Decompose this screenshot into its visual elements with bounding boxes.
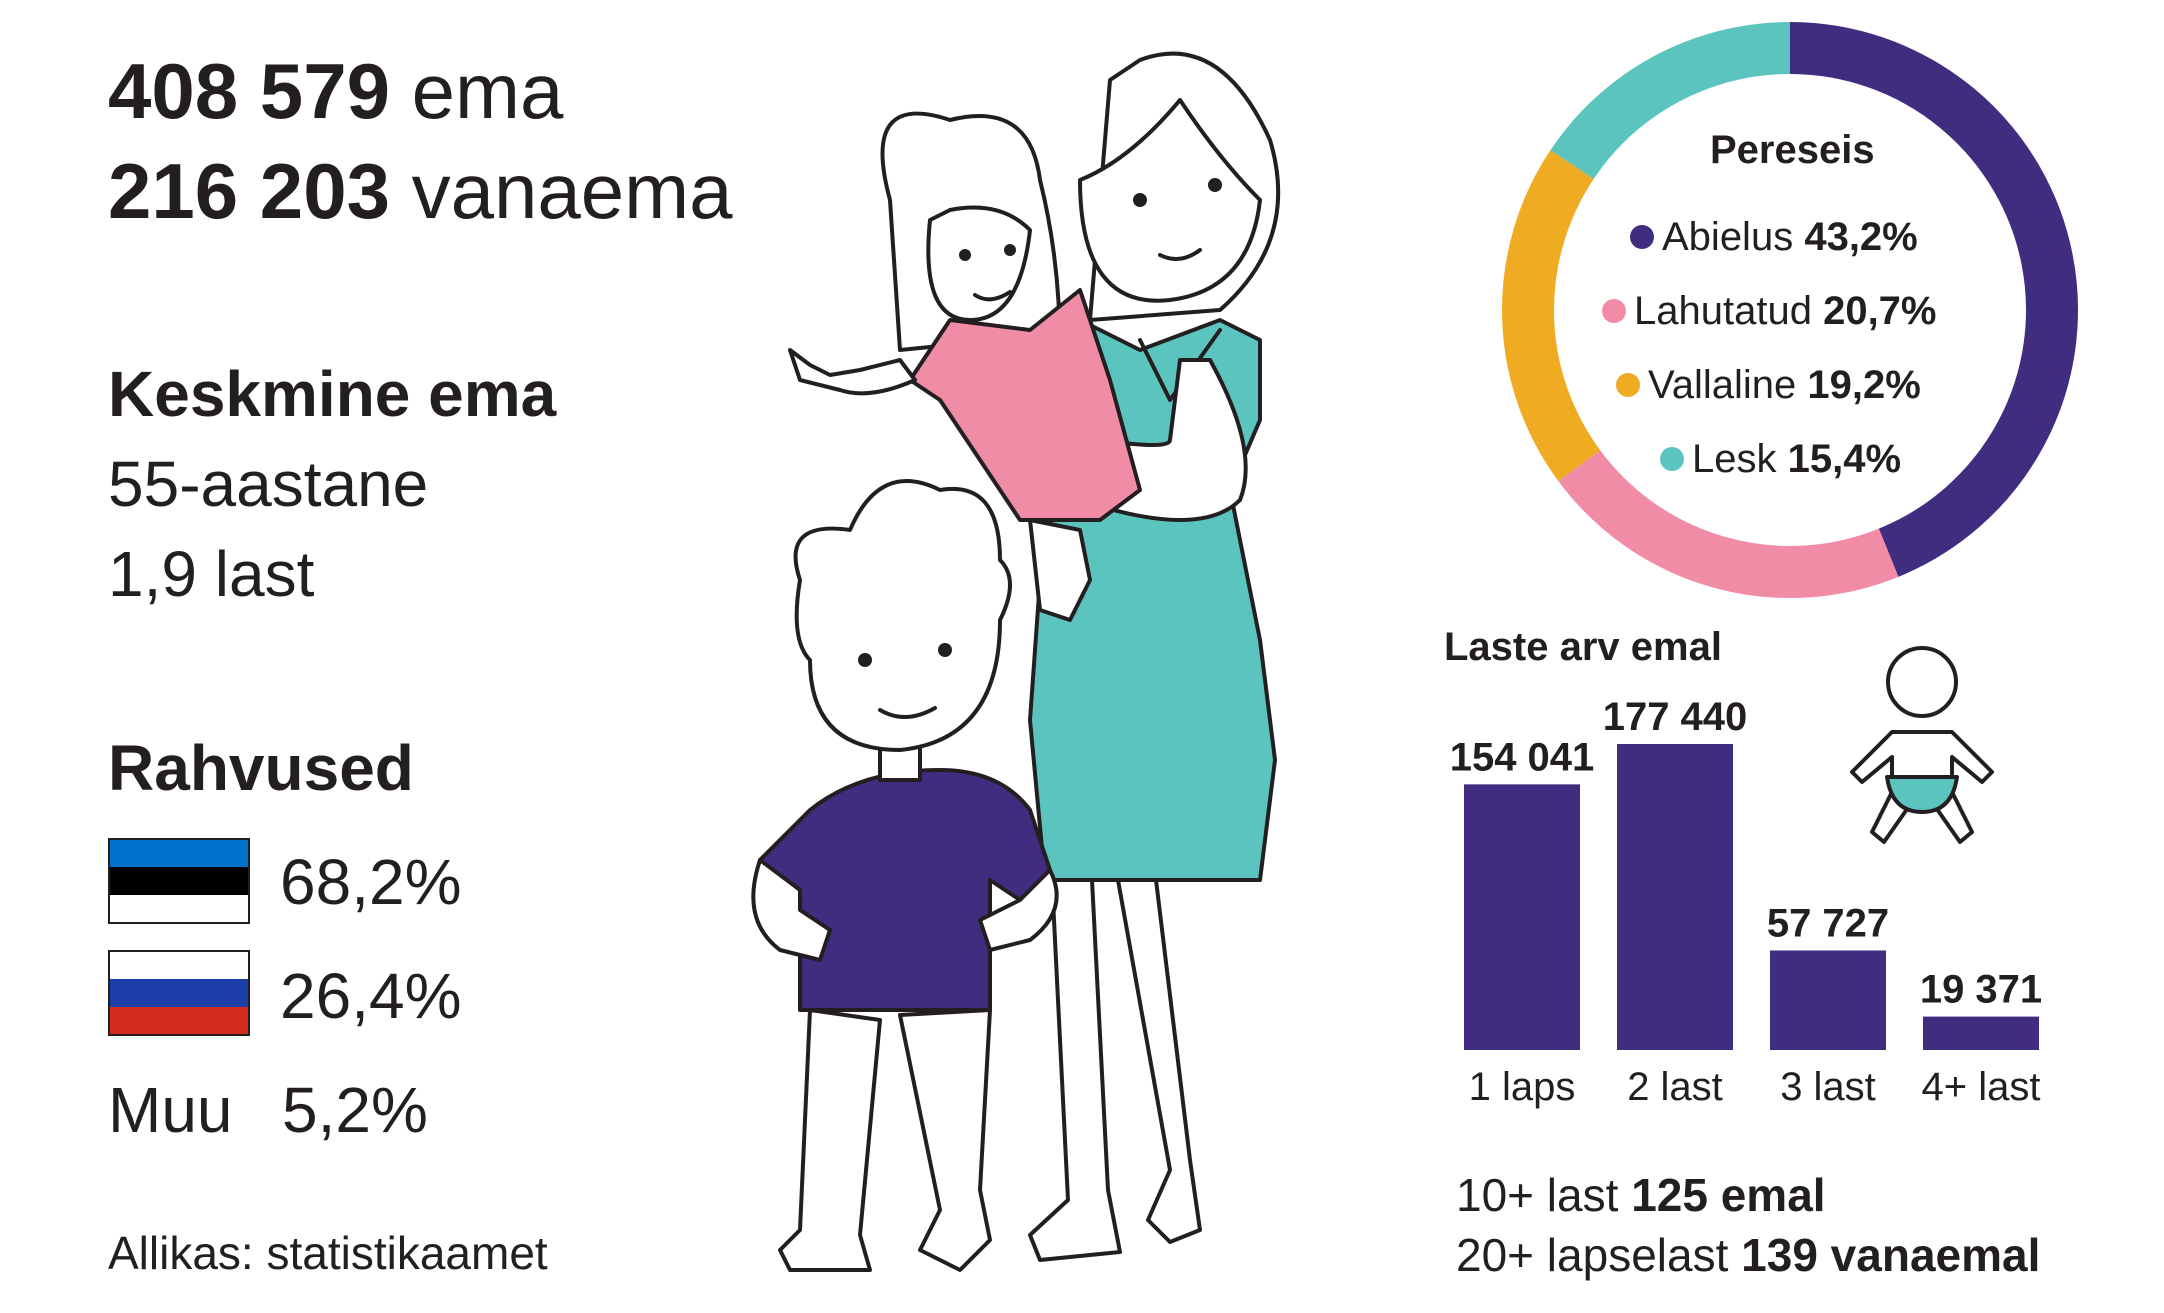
donut-slice-abielus <box>1789 22 2078 577</box>
donut-title: Pereseis <box>1710 128 1875 172</box>
bar-category-label-3: 3 last <box>1780 1065 1876 1109</box>
footnote-grandmothers: 20+ lapselast 139 vanaemal <box>1456 1229 2041 1281</box>
footnote-mothers: 10+ last 125 emal <box>1456 1169 1826 1221</box>
bar-category-label-4: 4+ last <box>1922 1065 2041 1109</box>
average-children: 1,9 last <box>108 538 315 610</box>
donut-slice-vallaline <box>1502 150 1601 482</box>
other-share: 5,2% <box>282 1074 428 1146</box>
bar-category-label-2: 2 last <box>1627 1065 1723 1109</box>
russian-flag-icon <box>108 950 250 1036</box>
estonian-flag-icon <box>108 838 250 924</box>
bar-3 <box>1770 950 1886 1050</box>
average-mother-title: Keskmine ema <box>108 358 557 430</box>
donut-slice-lahutatud <box>1558 449 1899 598</box>
legend-dot-abielus <box>1630 225 1654 249</box>
boy-head <box>793 479 1012 752</box>
estonian-share: 68,2% <box>280 846 462 918</box>
bar-value-label-3: 57 727 <box>1767 901 1889 945</box>
nationalities-title: Rahvused <box>108 732 414 804</box>
bar-category-label-1: 1 laps <box>1469 1065 1576 1109</box>
bar-chart-title: Laste arv emal <box>1444 625 1722 669</box>
source-note: Allikas: statistikaamet <box>108 1227 548 1279</box>
bar-value-label-4: 19 371 <box>1920 968 2042 1012</box>
mother-leg-left <box>1028 878 1122 1262</box>
boy-leg-left <box>778 1008 882 1272</box>
bar-value-label-2: 177 440 <box>1603 695 1748 739</box>
girl-dress <box>908 288 1142 522</box>
baby-icon <box>1850 646 1994 844</box>
legend-item-vallaline: Vallaline 19,2% <box>1616 365 1921 405</box>
girl-face <box>926 205 1032 322</box>
legend-label-abielus: Abielus <box>1662 215 1794 259</box>
other-label: Muu <box>108 1074 233 1146</box>
legend-value-abielus: 43,2% <box>1804 215 1918 259</box>
children-count-bar-chart: 154 041 1 laps 177 440 2 last 57 727 3 last 19… <box>1450 695 2042 1109</box>
legend-dot-vallaline <box>1616 373 1640 397</box>
legend-item-abielus: Abielus 43,2% <box>1630 217 1918 257</box>
legend-value-vallaline: 19,2% <box>1807 363 1921 407</box>
legend-label-lesk: Lesk <box>1692 437 1777 481</box>
boy-shirt <box>758 768 1052 1012</box>
mother-face <box>1078 98 1262 303</box>
legend-item-lahutatud: Lahutatud 20,7% <box>1602 291 1937 331</box>
marital-status-donut-chart <box>1502 22 2078 598</box>
legend-label-lahutatud: Lahutatud <box>1634 289 1812 333</box>
legend-dot-lahutatud <box>1602 299 1626 323</box>
legend-item-lesk: Lesk 15,4% <box>1660 439 1901 479</box>
legend-value-lahutatud: 20,7% <box>1823 289 1937 333</box>
bar-4 <box>1923 1016 2039 1050</box>
legend-label-vallaline: Vallaline <box>1648 363 1797 407</box>
donut-slice-lesk <box>1550 22 1791 180</box>
average-age: 55-aastane <box>108 448 429 520</box>
legend-dot-lesk <box>1660 447 1684 471</box>
russian-share: 26,4% <box>280 960 462 1032</box>
bar-1 <box>1464 784 1580 1050</box>
mothers-count: 408 579 ema <box>108 47 564 135</box>
boy-leg-right <box>898 1008 992 1272</box>
legend-value-lesk: 15,4% <box>1787 437 1902 481</box>
bar-value-label-1: 154 041 <box>1450 735 1595 779</box>
mother-leg-right <box>1116 878 1202 1244</box>
family-illustration <box>751 51 1281 1272</box>
grandmothers-count: 216 203 vanaema <box>108 147 733 235</box>
bar-2 <box>1617 744 1733 1050</box>
